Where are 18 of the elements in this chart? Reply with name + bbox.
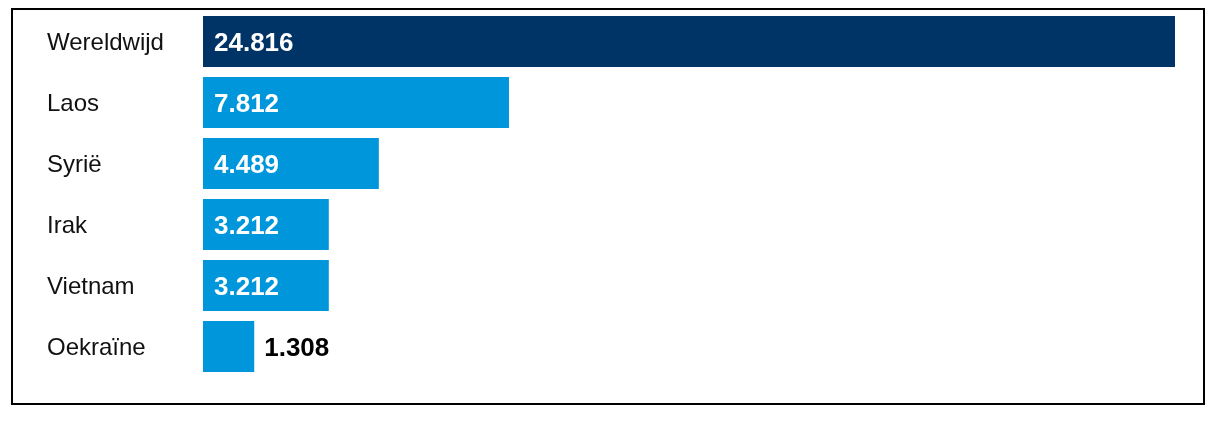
- y-tick-label: Oekraïne: [47, 333, 146, 360]
- bar: [203, 16, 1175, 67]
- bar: [203, 138, 379, 189]
- y-tick-label: Syrië: [47, 150, 102, 177]
- y-tick-label: Wereldwijd: [47, 28, 164, 55]
- data-label: 4.489: [214, 148, 280, 179]
- data-label: 24.816: [214, 26, 294, 57]
- data-label: 7.812: [214, 87, 280, 118]
- y-tick-label: Laos: [47, 89, 100, 116]
- bar: [203, 321, 255, 372]
- bar: [203, 77, 509, 128]
- y-tick-label: Irak: [47, 211, 89, 238]
- bar: [203, 260, 329, 311]
- y-tick-label: Vietnam: [47, 272, 135, 299]
- bar: [203, 199, 329, 250]
- data-label: 1.308: [264, 331, 330, 362]
- data-label: 3.212: [214, 209, 280, 240]
- data-label: 3.212: [214, 270, 280, 301]
